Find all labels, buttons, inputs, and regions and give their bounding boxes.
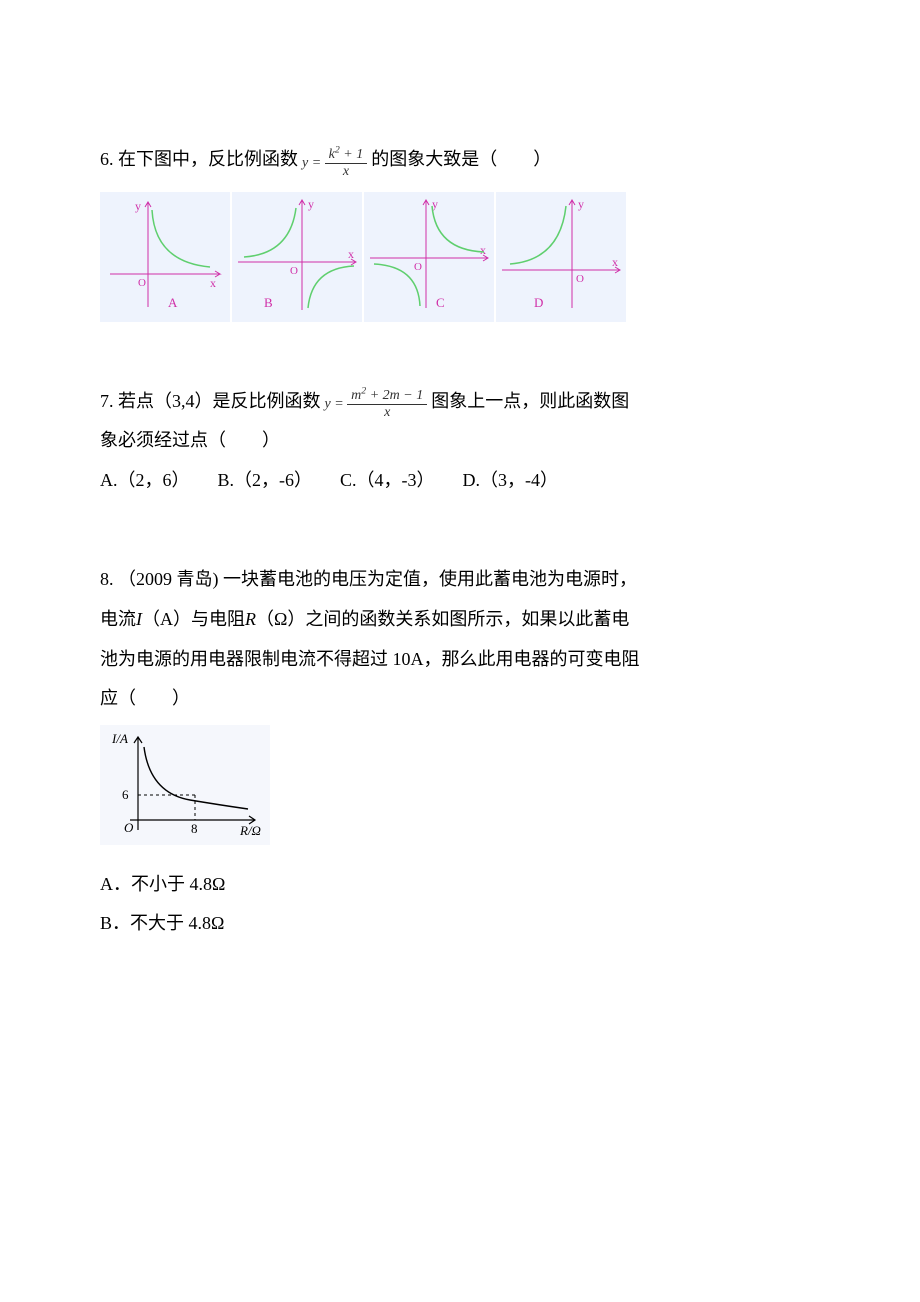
x-axis-label: R/Ω [239,823,261,838]
svg-text:O: O [576,273,584,285]
q8-line3: 池为电源的用电器限制电流不得超过 10A，那么此用电器的可变电阻 [100,640,820,680]
q7-option-b: B.（2，-6） [218,461,313,501]
q8-l2c: （Ω）之间的函数关系如图所示，如果以此蓄电 [256,600,629,640]
q6-formula: y = k2 + 1 x [298,147,371,180]
q7-text-post: 图象上一点，则此函数图 [431,382,629,422]
q7-stem-line1: 7. 若点（3,4）是反比例函数 y = m2 + 2m − 1 x 图象上一点… [100,382,820,422]
graph-label-c: C [436,289,445,318]
q8-l2a: 电流 [100,600,136,640]
svg-text:x: x [348,247,354,261]
q6-text-pre: 6. 在下图中，反比例函数 [100,140,298,180]
q8-chart: I/A R/Ω O 6 8 [100,725,270,845]
q7-formula-lhs: y = [325,397,344,412]
q6-graph-d: y x O D [496,192,626,322]
q6-text-post: 的图象大致是（ ） [371,140,551,180]
q7-num-m: m [351,388,361,403]
curve [144,747,248,809]
graph-label-d: D [534,289,543,318]
x-tick: 8 [191,821,198,836]
q8-l2b: （A）与电阻 [142,600,245,640]
graph-label-b: B [264,289,273,318]
y-label: y [135,199,141,213]
question-6: 6. 在下图中，反比例函数 y = k2 + 1 x 的图象大致是（ ） [100,140,820,322]
q6-graph-a: y x O A [100,192,230,322]
q8-var-r: R [245,600,256,640]
q7-option-c: C.（4，-3） [340,461,435,501]
q7-stem-line2: 象必须经过点（ ） [100,421,820,461]
q8-line1: 8. （2009 青岛) 一块蓄电池的电压为定值，使用此蓄电池为电源时， [100,560,820,600]
q6-graph-c: y x O C [364,192,494,322]
q6-formula-lhs: y = [302,155,321,170]
q8-line2: 电流 I （A）与电阻 R （Ω）之间的函数关系如图所示，如果以此蓄电 [100,600,820,640]
curve-a [152,210,210,267]
svg-text:O: O [290,265,298,277]
q7-fraction: m2 + 2m − 1 x [347,388,427,421]
q7-den: x [380,405,394,421]
svg-text:y: y [578,197,584,211]
q6-num-tail: + 1 [340,147,363,162]
q6-graph-b: y x O B [232,192,362,322]
q7-formula: y = m2 + 2m − 1 x [321,388,432,421]
question-7: 7. 若点（3,4）是反比例函数 y = m2 + 2m − 1 x 图象上一点… [100,382,820,501]
q7-options: A.（2，6） B.（2，-6） C.（4，-3） D.（3，-4） [100,461,820,501]
q6-den: x [339,164,353,180]
q6-stem-line: 6. 在下图中，反比例函数 y = k2 + 1 x 的图象大致是（ ） [100,140,820,180]
question-8: 8. （2009 青岛) 一块蓄电池的电压为定值，使用此蓄电池为电源时， 电流 … [100,560,820,944]
origin-label: O [124,820,134,835]
o-label: O [138,277,146,289]
svg-text:x: x [612,255,618,269]
svg-text:O: O [414,261,422,273]
q7-option-d: D.（3，-4） [463,461,559,501]
svg-text:y: y [308,197,314,211]
q8-line4: 应（ ） [100,679,820,719]
graph-label-a: A [168,289,177,318]
y-tick: 6 [122,787,129,802]
q7-num-tail: + 2m − 1 [366,388,423,403]
q7-text-pre: 7. 若点（3,4）是反比例函数 [100,382,321,422]
q7-option-a: A.（2，6） [100,461,190,501]
q8-option-b: B．不大于 4.8Ω [100,904,820,944]
y-axis-label: I/A [111,731,128,746]
svg-text:x: x [480,243,486,257]
x-label: x [210,276,216,290]
q6-graphs: y x O A y x O [100,192,820,322]
q6-fraction: k2 + 1 x [325,147,368,180]
q8-option-a: A．不小于 4.8Ω [100,865,820,905]
